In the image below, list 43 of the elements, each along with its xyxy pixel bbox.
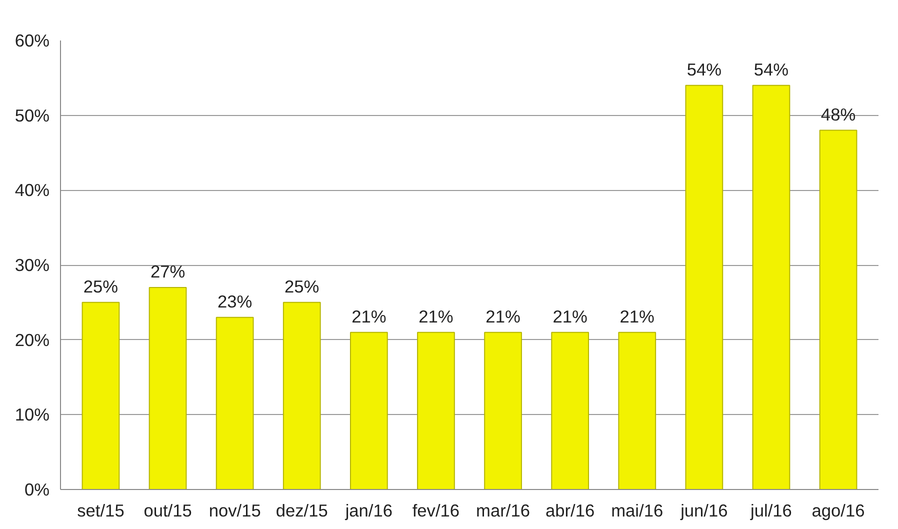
x-tick-label: mai/16 [611, 500, 664, 520]
x-tick-label: nov/15 [208, 500, 261, 520]
x-tick-label: out/15 [144, 500, 192, 520]
bar [82, 302, 120, 490]
data-label: 21% [418, 306, 454, 326]
x-tick-label: fev/16 [412, 500, 460, 520]
data-label: 23% [217, 291, 252, 312]
y-tick-label: 40% [14, 180, 50, 200]
data-label: 21% [552, 306, 588, 326]
y-tick-label: 0% [24, 480, 50, 500]
bar [282, 302, 321, 490]
y-tick-label: 60% [14, 30, 50, 50]
bar [551, 332, 590, 490]
y-tick-label: 30% [14, 255, 50, 275]
data-label: 25% [284, 276, 320, 296]
y-tick-label: 10% [14, 404, 50, 425]
x-tick-label: ago/16 [812, 500, 865, 520]
x-tick-label: set/15 [77, 500, 124, 520]
data-label: 21% [620, 306, 654, 326]
bar [685, 84, 724, 490]
x-tick-label: jul/16 [750, 500, 792, 520]
data-label: 21% [352, 306, 386, 326]
data-label: 27% [150, 261, 186, 282]
data-label: 25% [83, 276, 118, 296]
bar [618, 332, 656, 490]
y-tick-label: 20% [14, 330, 50, 350]
data-label: 54% [686, 59, 722, 80]
data-label: 21% [486, 306, 520, 326]
x-tick-label: jan/16 [344, 500, 393, 520]
data-label: 48% [820, 104, 856, 124]
bar [484, 332, 522, 490]
x-tick-label: dez/15 [276, 500, 328, 520]
x-tick-label: jun/16 [680, 500, 728, 520]
x-tick-label: abr/16 [546, 500, 595, 520]
bar [752, 84, 790, 490]
y-tick-label: 50% [14, 105, 50, 126]
bar [819, 130, 858, 490]
x-tick-label: mar/16 [476, 500, 530, 520]
bar [417, 332, 455, 490]
bar [350, 332, 388, 490]
bar [216, 316, 254, 490]
bar [148, 286, 187, 490]
data-label: 54% [754, 59, 789, 80]
